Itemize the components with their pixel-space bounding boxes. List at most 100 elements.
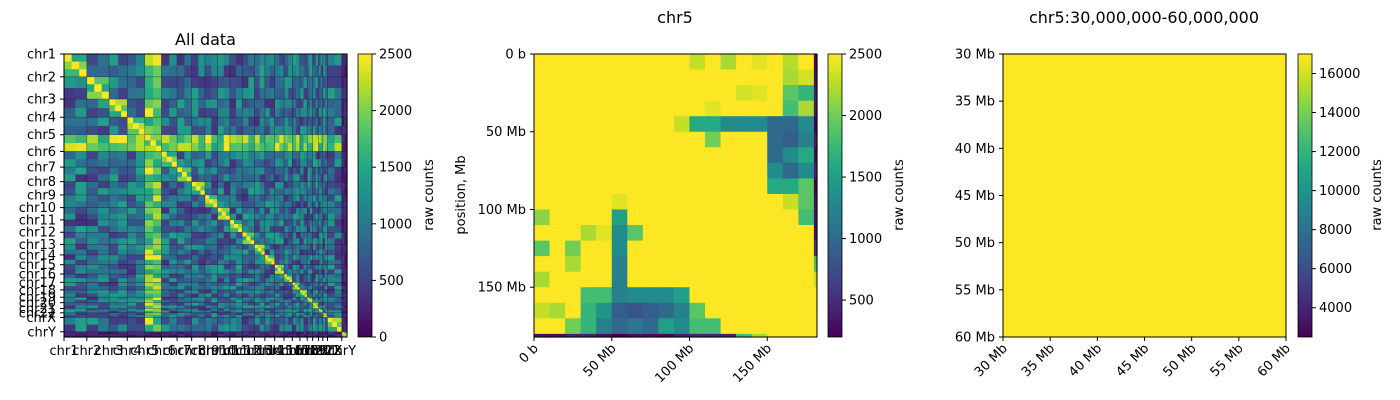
heatmap-cell — [242, 305, 249, 310]
heatmap-cell — [169, 254, 178, 261]
heatmap-cell — [198, 134, 206, 144]
heatmap-cell — [169, 207, 178, 215]
heatmap-cell — [248, 181, 256, 189]
heatmap-cell — [211, 108, 219, 118]
heatmap-cell — [223, 174, 231, 183]
heatmap-cell — [304, 289, 308, 293]
heatmap-cell — [322, 274, 326, 279]
heatmap-cell — [549, 209, 566, 226]
heatmap-cell — [341, 324, 345, 333]
heatmap-cell — [315, 238, 320, 246]
heatmap-cell — [312, 65, 317, 78]
heatmap-cell — [254, 201, 261, 209]
heatmap-cell — [274, 302, 280, 307]
heatmap-cell — [325, 274, 329, 279]
heatmap-cell — [813, 178, 818, 195]
heatmap-cell — [642, 302, 659, 319]
heatmap-cell — [343, 331, 346, 335]
heatmap-cell — [279, 278, 285, 283]
heatmap-cell — [229, 232, 237, 239]
heatmap-cell — [144, 213, 154, 221]
heatmap-cell — [191, 302, 199, 307]
heatmap-cell — [565, 333, 582, 338]
y-tick-label: chr22 — [19, 306, 56, 321]
heatmap-cell — [284, 117, 289, 127]
heatmap-cell — [217, 99, 225, 109]
heatmap-cell — [169, 99, 178, 109]
heatmap-cell — [264, 219, 271, 227]
heatmap-cell — [274, 267, 279, 272]
heatmap-cell — [127, 226, 137, 233]
heatmap-cell — [86, 293, 99, 298]
heatmap-cell — [118, 54, 128, 67]
heatmap-cell — [269, 264, 276, 270]
heatmap-cell — [269, 317, 276, 326]
heatmap-cell — [318, 282, 322, 287]
heatmap-cell — [127, 308, 137, 312]
heatmap-cell — [198, 117, 206, 127]
heatmap-cell — [334, 207, 343, 215]
heatmap-cell — [312, 293, 317, 298]
heatmap-cell — [236, 324, 243, 333]
heatmap-cell — [309, 310, 314, 314]
heatmap-cell — [198, 54, 206, 67]
heatmap-cell — [109, 76, 119, 89]
heatmap-cell — [144, 201, 154, 209]
heatmap-cell — [177, 289, 185, 295]
heatmap-cell — [127, 238, 137, 246]
heatmap-cell — [248, 334, 256, 338]
heatmap-cell — [184, 289, 193, 295]
heatmap-cell — [642, 162, 659, 179]
heatmap-cell — [341, 289, 345, 295]
heatmap-cell — [144, 317, 154, 326]
heatmap-cell — [75, 259, 88, 266]
colorbar-tick-label: 2000 — [379, 104, 412, 119]
heatmap-cell — [169, 282, 178, 287]
heatmap-cell — [309, 312, 314, 316]
heatmap-cell — [307, 317, 311, 326]
heatmap-cell — [673, 287, 691, 304]
heatmap-cell — [259, 65, 266, 78]
heatmap-cell — [259, 315, 266, 319]
heatmap-cell — [169, 108, 178, 118]
heatmap-cell — [673, 178, 691, 195]
heatmap-cell — [264, 258, 269, 263]
heatmap-cell — [229, 134, 237, 144]
y-axis-ticks: chr1chr2chr3chr4chr5chr6chr7chr8chr9chr1… — [19, 48, 64, 340]
heatmap-cell — [705, 116, 722, 133]
x-tick-label: chrX — [313, 344, 343, 359]
heatmap-cell — [191, 297, 199, 301]
heatmap-cell — [109, 238, 119, 246]
heatmap-cell — [344, 269, 348, 275]
heatmap-cell — [86, 324, 99, 333]
heatmap-cell — [720, 333, 737, 338]
heatmap-cell — [97, 331, 110, 335]
heatmap-cell — [236, 188, 243, 196]
heatmap-cell — [264, 274, 271, 279]
heatmap-cell — [627, 209, 644, 226]
heatmap-cell — [296, 324, 301, 333]
heatmap-cell — [673, 209, 691, 226]
heatmap-cell — [549, 147, 566, 164]
x-tick-label: chr21 — [300, 344, 337, 359]
heatmap-cell — [627, 240, 644, 257]
heatmap-cell — [312, 134, 317, 144]
heatmap-cell — [736, 225, 753, 242]
heatmap-cell — [144, 315, 154, 319]
heatmap-cell — [292, 181, 297, 189]
heatmap-cell — [334, 334, 343, 338]
heatmap-cell — [144, 87, 154, 100]
heatmap-cell — [334, 201, 343, 209]
heatmap-cell — [135, 232, 146, 239]
heatmap-cell — [135, 249, 146, 256]
heatmap-cell — [109, 259, 119, 266]
heatmap-cell — [284, 286, 289, 291]
heatmap-cell — [341, 99, 345, 109]
heatmap-cell — [288, 302, 293, 307]
heatmap-cell — [264, 201, 271, 209]
heatmap-cell — [782, 162, 799, 179]
heatmap-cell — [223, 293, 231, 298]
heatmap-cell — [135, 65, 146, 78]
heatmap-cell — [611, 116, 628, 133]
colorbar-gradient — [1297, 53, 1313, 338]
